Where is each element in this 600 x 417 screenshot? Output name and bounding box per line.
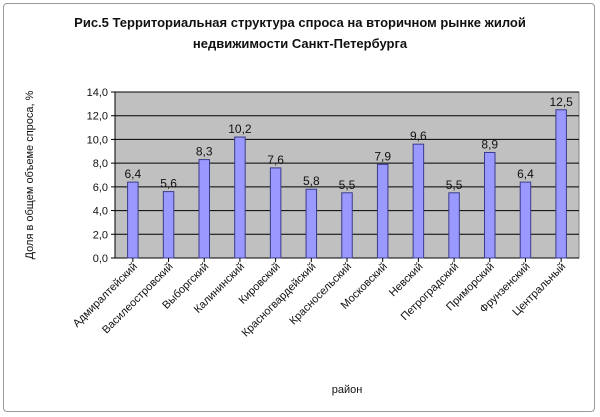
bar [269,167,282,259]
y-tick-label: 4,0 [93,206,108,218]
data-label: 6,4 [517,167,534,181]
bar [305,188,318,259]
y-tick-label: 8,0 [93,158,108,170]
data-label: 5,5 [446,178,463,192]
y-tick-label: 14,0 [87,87,108,99]
bar [127,181,139,259]
data-label: 8,3 [196,145,213,159]
data-label: 5,5 [339,178,356,192]
bar [412,143,425,259]
bar [162,191,175,259]
bar [484,151,496,259]
data-label: 8,9 [481,137,498,151]
y-tick-label: 10,0 [87,134,108,146]
bar [234,136,246,259]
y-tick-label: 6,0 [93,182,108,194]
x-tick-label: Адмиралтейский [71,261,140,330]
y-tick-label: 12,0 [87,111,108,123]
data-label: 10,2 [228,122,252,136]
x-axis-label: район [332,384,363,396]
y-axis-label: Доля в общем объеме спроса, % [24,90,36,259]
data-label: 7,6 [267,153,284,167]
data-label: 6,4 [125,167,142,181]
bar [448,192,460,259]
bar [198,159,210,259]
bar [341,192,353,259]
data-label: 9,6 [410,129,427,143]
data-label: 5,8 [303,174,320,188]
y-tick-label: 0,0 [93,253,108,265]
bar [376,163,389,259]
data-label: 12,5 [549,95,573,109]
bar [555,109,567,259]
data-label: 7,9 [374,149,391,163]
chart-title: Рис.5 Территориальная структура спроса н… [74,15,526,51]
data-label: 5,6 [160,177,177,191]
x-tick-label: Красносельский [287,261,354,328]
y-tick-label: 2,0 [93,229,108,241]
bar [519,181,532,259]
